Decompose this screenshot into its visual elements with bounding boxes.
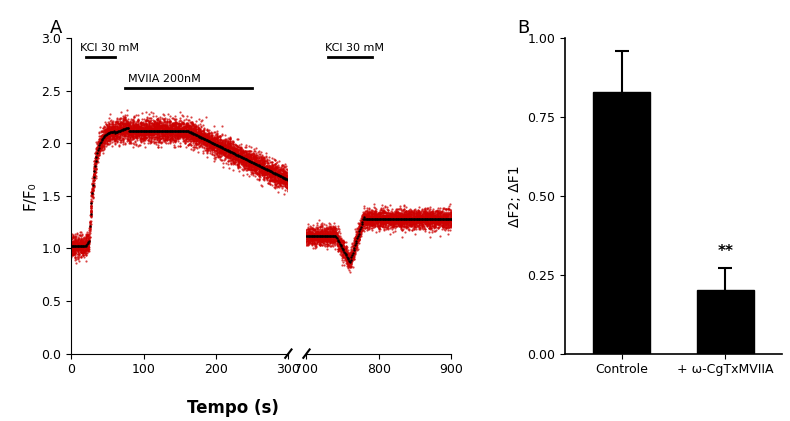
Bar: [697, 290, 754, 354]
Text: KCl 30 mM: KCl 30 mM: [325, 43, 384, 53]
Bar: [593, 91, 650, 354]
Text: MVIIA 200nM: MVIIA 200nM: [128, 74, 201, 84]
Text: **: **: [717, 244, 733, 259]
Y-axis label: F/F₀: F/F₀: [22, 181, 37, 210]
Text: KCl 30 mM: KCl 30 mM: [80, 43, 139, 53]
Text: B: B: [517, 19, 529, 37]
Text: A: A: [49, 19, 62, 37]
Y-axis label: ΔF2; ΔF1: ΔF2; ΔF1: [507, 165, 521, 226]
Text: Tempo (s): Tempo (s): [187, 399, 279, 417]
